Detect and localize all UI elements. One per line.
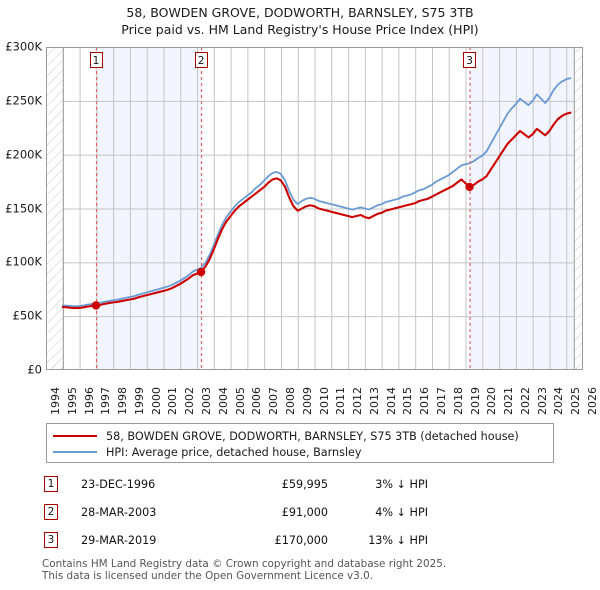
x-tick-label: 2010 (317, 387, 331, 415)
table-row: 1 23-DEC-1996 £59,995 3% ↓ HPI (44, 470, 464, 498)
y-tick-label: £250K (5, 93, 42, 108)
row-price: £59,995 (281, 477, 328, 491)
grid-lines (46, 47, 583, 370)
row-index-badge: 3 (44, 532, 58, 548)
x-tick-label: 1996 (82, 387, 96, 415)
x-tick-label: 2023 (535, 387, 549, 415)
transactions-table: 1 23-DEC-1996 £59,995 3% ↓ HPI 2 28-MAR-… (44, 470, 464, 554)
legend-item-property: 58, BOWDEN GROVE, DODWORTH, BARNSLEY, S7… (53, 428, 547, 444)
x-tick-label: 1994 (49, 387, 62, 415)
x-tick-label: 2013 (367, 387, 381, 415)
x-tick-label: 2007 (267, 387, 281, 415)
chart-legend: 58, BOWDEN GROVE, DODWORTH, BARNSLEY, S7… (46, 423, 554, 463)
title-line-2: Price paid vs. HM Land Registry's House … (121, 22, 479, 37)
x-tick-label: 2015 (401, 387, 415, 415)
x-tick-label: 2024 (552, 387, 566, 415)
legend-swatch-hpi (53, 451, 97, 453)
x-tick-label: 2005 (233, 387, 247, 415)
chart-marker-badge[interactable]: 3 (463, 52, 477, 68)
x-tick-label: 2018 (451, 387, 465, 415)
y-axis-labels: £0 £50K £100K £150K £200K £250K £300K (0, 41, 44, 376)
legend-label-property: 58, BOWDEN GROVE, DODWORTH, BARNSLEY, S7… (106, 429, 519, 443)
x-tick-label: 1998 (116, 387, 130, 415)
x-tick-label: 1995 (65, 387, 79, 415)
copyright-footer: Contains HM Land Registry data © Crown c… (42, 558, 582, 582)
row-hpi-delta: 13% ↓ HPI (368, 533, 428, 547)
x-tick-label: 1999 (132, 387, 146, 415)
x-tick-label: 2000 (149, 387, 163, 415)
x-axis-labels: 1994 1995 1996 1997 1998 1999 2000 2001 2002 2003… (0, 373, 600, 421)
x-tick-label: 2016 (418, 387, 432, 415)
x-tick-label: 2012 (351, 387, 365, 415)
footer-line-1: Contains HM Land Registry data © Crown c… (42, 558, 447, 570)
plot-border (46, 47, 583, 370)
x-tick-label: 2009 (300, 387, 314, 415)
row-price: £170,000 (274, 533, 328, 547)
x-tick-label: 2017 (434, 387, 448, 415)
x-tick-label: 2026 (586, 387, 599, 415)
x-tick-label: 2001 (166, 387, 180, 415)
title-line-1: 58, BOWDEN GROVE, DODWORTH, BARNSLEY, S7… (126, 5, 474, 20)
row-price: £91,000 (281, 505, 328, 519)
legend-label-hpi: HPI: Average price, detached house, Barn… (106, 445, 362, 459)
x-tick-label: 2003 (200, 387, 214, 415)
footer-line-2: This data is licensed under the Open Gov… (42, 570, 374, 582)
data-series (61, 77, 572, 310)
x-tick-label: 2008 (283, 387, 297, 415)
page-title: 58, BOWDEN GROVE, DODWORTH, BARNSLEY, S7… (0, 4, 600, 38)
y-tick-label: £50K (12, 308, 43, 323)
x-tick-label: 2019 (468, 387, 482, 415)
y-tick-label: £200K (5, 147, 42, 162)
chart-marker-badge[interactable]: 2 (194, 52, 208, 68)
y-tick-label: £150K (5, 201, 42, 215)
x-tick-label: 2020 (485, 387, 499, 415)
x-tick-label: 2004 (216, 387, 230, 415)
x-tick-label: 2011 (334, 387, 348, 415)
chart-marker-badge[interactable]: 1 (89, 52, 103, 68)
x-tick-label: 2025 (569, 387, 583, 415)
table-row: 3 29-MAR-2019 £170,000 13% ↓ HPI (44, 526, 464, 554)
row-index-badge: 2 (44, 504, 58, 520)
plot-area (46, 47, 583, 370)
x-tick-label: 2022 (518, 387, 532, 415)
x-tick-label: 2006 (250, 387, 264, 415)
row-index-badge: 1 (44, 476, 58, 492)
row-date: 29-MAR-2019 (81, 533, 157, 547)
row-hpi-delta: 3% ↓ HPI (375, 477, 428, 491)
legend-swatch-property (53, 435, 97, 437)
transaction-dots (91, 182, 474, 310)
row-date: 23-DEC-1996 (81, 477, 156, 491)
x-tick-label: 1997 (99, 387, 113, 415)
table-row: 2 28-MAR-2003 £91,000 4% ↓ HPI (44, 498, 464, 526)
row-hpi-delta: 4% ↓ HPI (375, 505, 428, 519)
plot-svg (46, 47, 583, 370)
row-date: 28-MAR-2003 (81, 505, 157, 519)
y-tick-label: £100K (5, 254, 42, 269)
x-tick-label: 2014 (384, 387, 398, 415)
y-tick-label: £300K (5, 39, 42, 54)
x-tick-label: 2002 (183, 387, 197, 415)
x-tick-label: 2021 (502, 387, 516, 415)
y-tick-label: £0 (27, 362, 42, 377)
legend-item-hpi: HPI: Average price, detached house, Barn… (53, 444, 547, 460)
